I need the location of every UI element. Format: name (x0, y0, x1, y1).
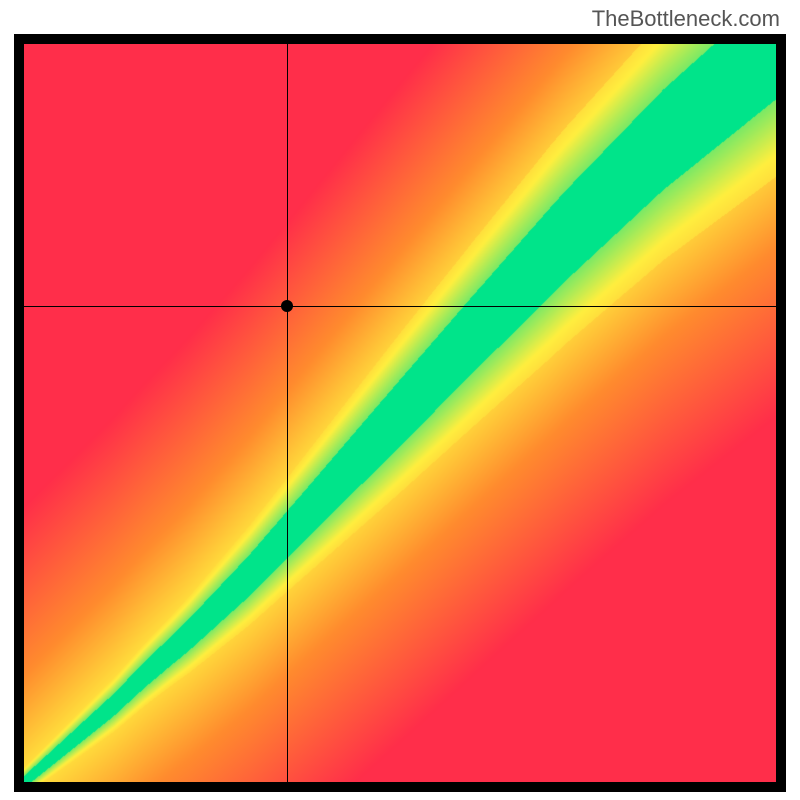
attribution-text: TheBottleneck.com (592, 6, 780, 32)
crosshair-vertical (287, 44, 288, 782)
crosshair-horizontal (24, 306, 776, 307)
marker-dot (281, 300, 293, 312)
heatmap-canvas (24, 44, 776, 782)
plot-outer-frame (14, 34, 786, 792)
